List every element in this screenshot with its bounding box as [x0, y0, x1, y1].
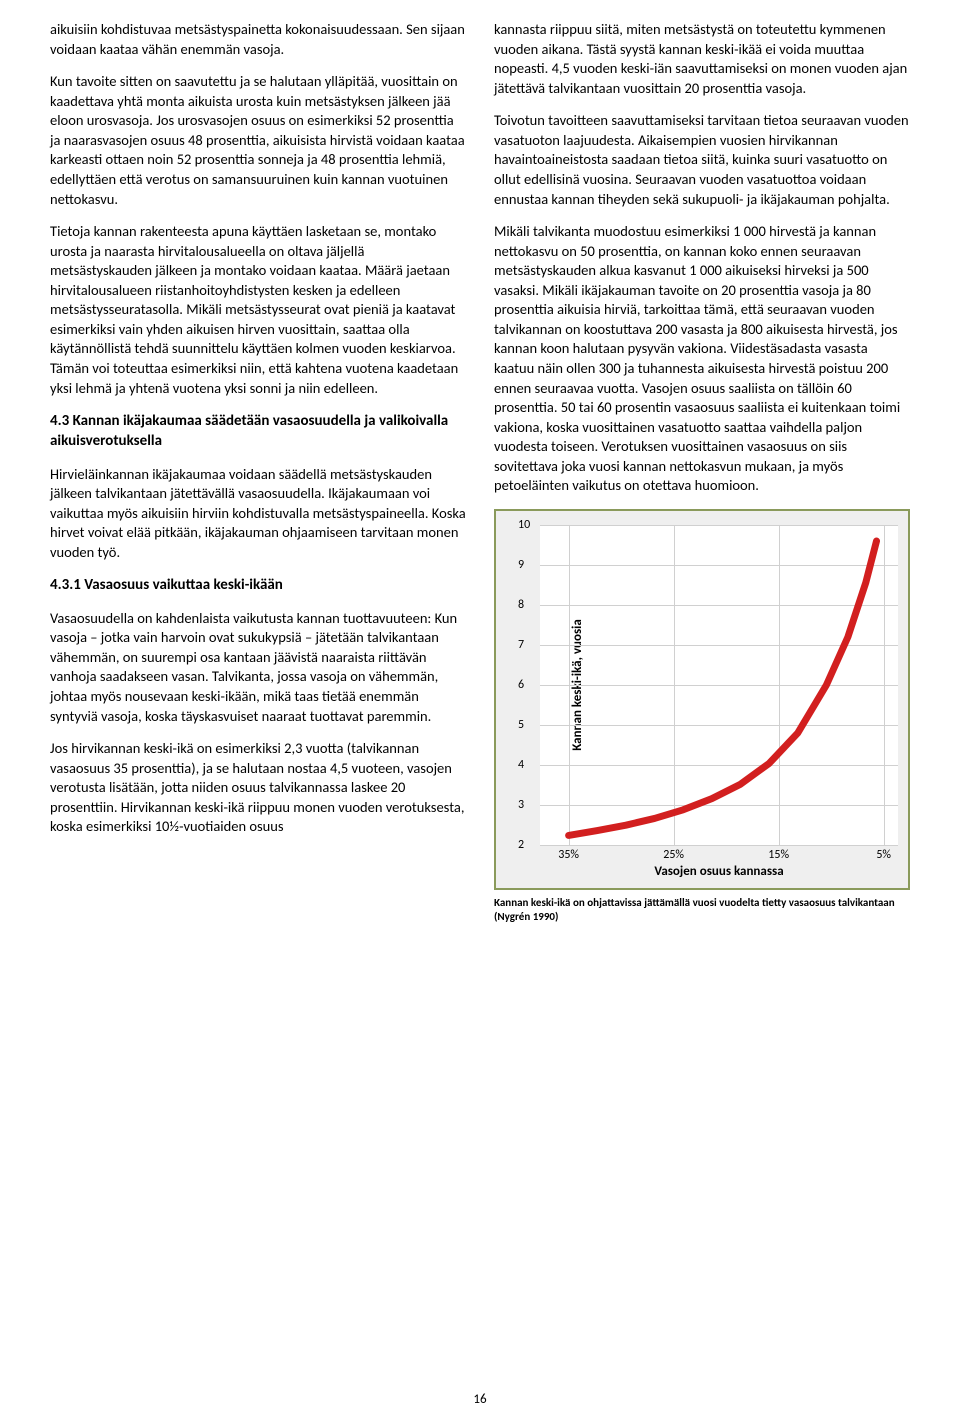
chart-xtick: 15%	[768, 847, 789, 863]
line-chart: Kannan keski-ikä, vuosia 234567891035%25…	[540, 525, 898, 845]
chart-ytick: 3	[518, 797, 524, 813]
paragraph: Hirvieläinkannan ikäjakaumaa voidaan sää…	[50, 465, 466, 563]
page-number: 16	[473, 1391, 486, 1409]
paragraph: kannasta riippuu siitä, miten metsästyst…	[494, 20, 910, 98]
right-column: kannasta riippuu siitä, miten metsästyst…	[494, 20, 910, 937]
left-column: aikuisiin kohdistuvaa metsästyspainetta …	[50, 20, 466, 937]
paragraph: Toivotun tavoitteen saavuttamiseksi tarv…	[494, 111, 910, 209]
chart-x-axis-label: Vasojen osuus kannassa	[540, 863, 898, 881]
paragraph: aikuisiin kohdistuvaa metsästyspainetta …	[50, 20, 466, 59]
paragraph: Tietoja kannan rakenteesta apuna käyttäe…	[50, 222, 466, 398]
chart-xtick: 25%	[663, 847, 684, 863]
paragraph: Mikäli talvikanta muodostuu esimerkiksi …	[494, 222, 910, 496]
two-column-layout: aikuisiin kohdistuvaa metsästyspainetta …	[50, 20, 910, 937]
chart-xtick: 5%	[876, 847, 891, 863]
chart-ytick: 5	[518, 717, 524, 733]
paragraph: Vasaosuudella on kahdenlaista vaikutusta…	[50, 609, 466, 726]
chart-caption: Kannan keski-ikä on ohjattavissa jättämä…	[494, 896, 910, 924]
paragraph: Jos hirvikannan keski-ikä on esimerkiksi…	[50, 739, 466, 837]
chart-container: Kannan keski-ikä, vuosia 234567891035%25…	[494, 509, 910, 891]
chart-ytick: 8	[518, 597, 524, 613]
heading-4-3-1: 4.3.1 Vasaosuus vaikuttaa keski-ikään	[50, 575, 466, 595]
heading-4-3: 4.3 Kannan ikäjakaumaa säädetään vasaosu…	[50, 411, 466, 452]
chart-ytick: 7	[518, 637, 524, 653]
paragraph: Kun tavoite sitten on saavutettu ja se h…	[50, 72, 466, 209]
chart-ytick: 9	[518, 557, 524, 573]
chart-ytick: 6	[518, 677, 524, 693]
chart-xtick: 35%	[558, 847, 579, 863]
chart-curve	[540, 525, 898, 845]
chart-ytick: 2	[518, 837, 524, 853]
chart-ytick: 10	[518, 517, 530, 533]
chart-ytick: 4	[518, 757, 524, 773]
